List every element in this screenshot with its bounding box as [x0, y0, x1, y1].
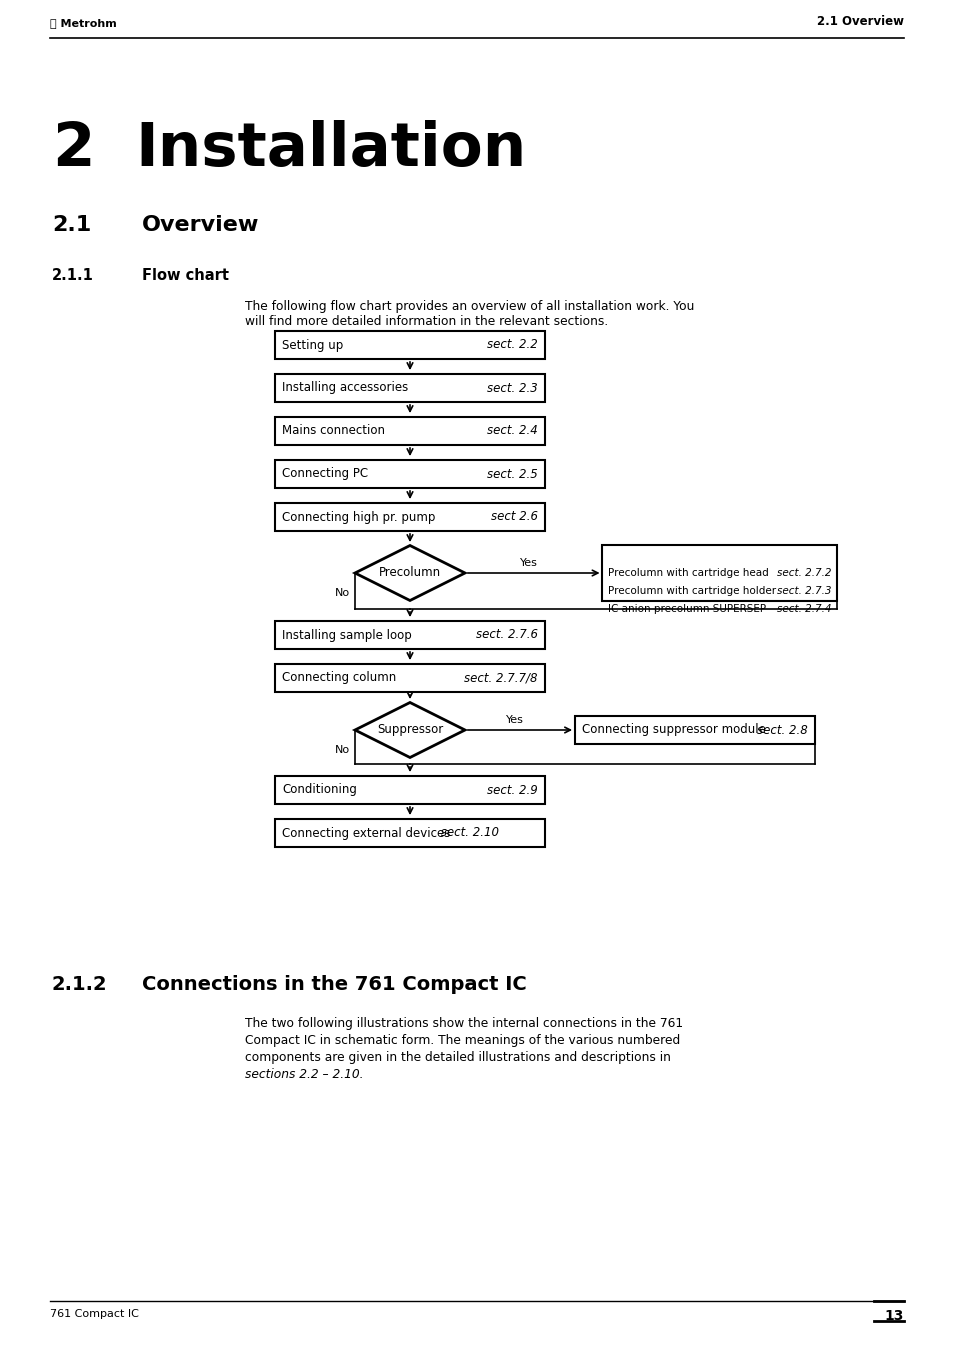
- Text: sect. 2.4: sect. 2.4: [487, 424, 537, 438]
- Text: sect. 2.10: sect. 2.10: [436, 827, 498, 839]
- Text: Yes: Yes: [505, 715, 523, 725]
- Text: The following flow chart provides an overview of all installation work. You: The following flow chart provides an ove…: [245, 300, 694, 313]
- Text: sect. 2.2: sect. 2.2: [487, 339, 537, 351]
- Text: components are given in the detailed illustrations and descriptions in: components are given in the detailed ill…: [245, 1051, 670, 1065]
- Text: Compact IC in schematic form. The meanings of the various numbered: Compact IC in schematic form. The meanin…: [245, 1034, 679, 1047]
- Text: Connecting suppressor module: Connecting suppressor module: [581, 724, 765, 736]
- Text: 2.1: 2.1: [52, 215, 91, 235]
- Bar: [274, 775, 544, 804]
- Bar: [274, 417, 544, 444]
- Text: 2: 2: [52, 120, 94, 178]
- Bar: [274, 663, 544, 692]
- Text: 2.1.2: 2.1.2: [52, 975, 108, 994]
- Text: sect 2.6: sect 2.6: [491, 511, 537, 523]
- Text: Precolumn: Precolumn: [378, 566, 440, 580]
- Text: Connecting PC: Connecting PC: [282, 467, 368, 481]
- Bar: [274, 459, 544, 488]
- Bar: [274, 331, 544, 359]
- Bar: [274, 621, 544, 648]
- Text: Ⓜ Metrohm: Ⓜ Metrohm: [50, 18, 116, 28]
- Text: 761 Compact IC: 761 Compact IC: [50, 1309, 139, 1319]
- Text: Suppressor: Suppressor: [376, 724, 442, 736]
- Text: Setting up: Setting up: [282, 339, 343, 351]
- Bar: [274, 819, 544, 847]
- Text: Connecting high pr. pump: Connecting high pr. pump: [282, 511, 435, 523]
- Text: Flow chart: Flow chart: [142, 267, 229, 282]
- Text: sect. 2.7.3: sect. 2.7.3: [776, 586, 831, 596]
- Text: Conditioning: Conditioning: [282, 784, 356, 797]
- Text: The two following illustrations show the internal connections in the 761: The two following illustrations show the…: [245, 1017, 682, 1029]
- Text: will find more detailed information in the relevant sections.: will find more detailed information in t…: [245, 315, 608, 328]
- Text: sect. 2.7.6: sect. 2.7.6: [476, 628, 537, 642]
- Polygon shape: [355, 546, 464, 600]
- Text: sect. 2.7.7/8: sect. 2.7.7/8: [464, 671, 537, 685]
- Text: sect. 2.7.2: sect. 2.7.2: [776, 567, 831, 578]
- Text: Yes: Yes: [519, 558, 537, 567]
- Bar: [274, 503, 544, 531]
- Text: No: No: [335, 588, 350, 598]
- Text: sect. 2.7.4: sect. 2.7.4: [776, 604, 831, 613]
- Text: IC anion precolumn SUPERSEP: IC anion precolumn SUPERSEP: [608, 604, 766, 613]
- Text: Mains connection: Mains connection: [282, 424, 385, 438]
- Text: sect. 2.5: sect. 2.5: [487, 467, 537, 481]
- Text: sect. 2.3: sect. 2.3: [487, 381, 537, 394]
- Polygon shape: [355, 703, 464, 758]
- Bar: [575, 716, 814, 744]
- Text: No: No: [335, 744, 350, 755]
- Bar: [602, 544, 837, 601]
- Text: 13: 13: [883, 1309, 903, 1323]
- Text: Connections in the 761 Compact IC: Connections in the 761 Compact IC: [142, 975, 526, 994]
- Text: sect. 2.8: sect. 2.8: [757, 724, 807, 736]
- Bar: [274, 374, 544, 403]
- Text: sect. 2.9: sect. 2.9: [487, 784, 537, 797]
- Text: Connecting column: Connecting column: [282, 671, 395, 685]
- Text: Installing sample loop: Installing sample loop: [282, 628, 412, 642]
- Text: Installation: Installation: [135, 120, 526, 178]
- Text: Precolumn with cartridge head: Precolumn with cartridge head: [608, 567, 768, 578]
- Text: sections 2.2 – 2.10.: sections 2.2 – 2.10.: [245, 1069, 363, 1081]
- Text: 2.1.1: 2.1.1: [52, 267, 93, 282]
- Text: Installing accessories: Installing accessories: [282, 381, 408, 394]
- Text: Overview: Overview: [142, 215, 259, 235]
- Text: 2.1 Overview: 2.1 Overview: [816, 15, 903, 28]
- Text: Connecting external devices: Connecting external devices: [282, 827, 450, 839]
- Text: Precolumn with cartridge holder: Precolumn with cartridge holder: [608, 586, 776, 596]
